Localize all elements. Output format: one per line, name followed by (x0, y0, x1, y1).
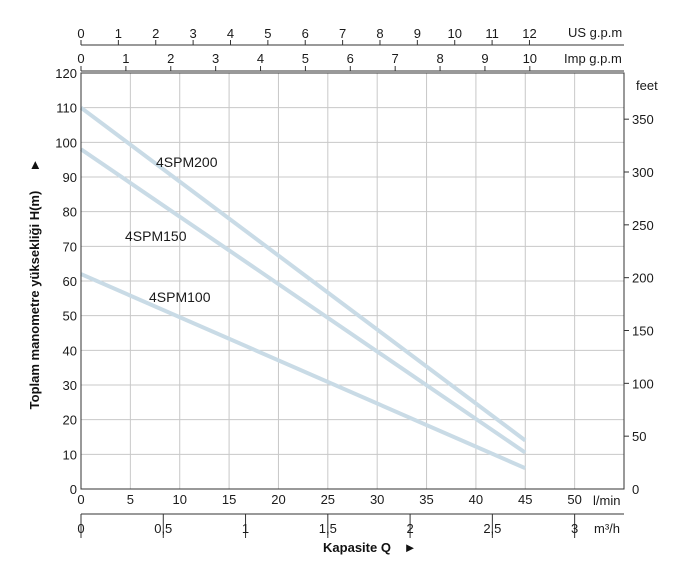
series-line-4spm100 (80, 272, 527, 471)
top-us-tick-label: 2 (152, 26, 159, 41)
x-tick-label: 15 (222, 492, 236, 507)
plot-frame (80, 72, 625, 490)
x-tick-label: 30 (370, 492, 384, 507)
top-imp-tick-label: 8 (436, 51, 443, 66)
top-us-tick-label: 8 (376, 26, 383, 41)
x-tick-label: 10 (172, 492, 186, 507)
right-tick-label: 350 (632, 112, 654, 127)
top-us-tick-label: 3 (189, 26, 196, 41)
right-tick-label: 50 (632, 429, 646, 444)
axes (80, 40, 629, 538)
right-tick-label: 0 (632, 482, 639, 497)
top-imp-tick-label: 6 (347, 51, 354, 66)
x-axis-title: Kapasite Q (323, 540, 391, 555)
bottom-m3h-tick-label: 0,5 (154, 521, 172, 536)
bottom-m3h-tick-label: 2,5 (483, 521, 501, 536)
series-label-4spm100: 4SPM100 (149, 289, 211, 305)
y-tick-label: 110 (56, 101, 77, 116)
top-us-tick-label: 6 (302, 26, 309, 41)
top-us-tick-label: 1 (115, 26, 122, 41)
y-tick-label: 70 (63, 239, 77, 254)
y-tick-label: 120 (55, 66, 77, 81)
top-imp-tick-label: 3 (212, 51, 219, 66)
x-tick-label: 50 (567, 492, 581, 507)
y-tick-label: 30 (63, 378, 77, 393)
series-line-4spm150 (79, 147, 527, 455)
top-imp-tick-label: 7 (392, 51, 399, 66)
bottom-m3h-tick-label: 1 (242, 521, 249, 536)
y-tick-label: 60 (63, 274, 77, 289)
top-us-tick-label: 11 (485, 26, 499, 41)
top-us-tick-label: 7 (339, 26, 346, 41)
bottom-m3h-tick-label: 0 (77, 521, 84, 536)
y-tick-label: 20 (63, 413, 77, 428)
y-tick-label: 90 (63, 170, 77, 185)
x-axis-arrow-icon: ► (404, 540, 417, 555)
x-tick-label: 35 (419, 492, 433, 507)
y-tick-label: 50 (63, 309, 77, 324)
y-tick-label: 0 (70, 482, 77, 497)
right-tick-label: 150 (632, 324, 654, 339)
x-tick-label: 20 (271, 492, 285, 507)
x-axis-unit-label: l/min (593, 493, 620, 508)
right-tick-label: 200 (632, 271, 654, 286)
grid (81, 72, 624, 489)
right-axis-unit-label: feet (636, 78, 658, 93)
top-imp-tick-label: 0 (77, 51, 84, 66)
y-tick-label: 40 (63, 343, 77, 358)
y-tick-label: 80 (63, 205, 77, 220)
top-imp-tick-label: 1 (122, 51, 129, 66)
top-us-tick-label: 12 (522, 26, 536, 41)
right-tick-label: 250 (632, 218, 654, 233)
series-label-4spm200: 4SPM200 (156, 154, 218, 170)
bottom-m3h-tick-label: 1,5 (319, 521, 337, 536)
top-imp-tick-label: 4 (257, 51, 264, 66)
right-tick-label: 100 (632, 376, 654, 391)
x-tick-label: 25 (321, 492, 335, 507)
top-imp-axis-unit-label: Imp g.p.m (564, 51, 622, 66)
top-us-tick-label: 0 (77, 26, 84, 41)
y-tick-label: 10 (63, 447, 77, 462)
top-imp-tick-label: 10 (523, 51, 537, 66)
bottom-m3h-tick-label: 2 (406, 521, 413, 536)
top-us-tick-label: 9 (414, 26, 421, 41)
series-line-4spm200 (79, 106, 527, 443)
y-tick-label: 100 (55, 135, 77, 150)
top-us-axis-unit-label: US g.p.m (568, 25, 622, 40)
top-imp-tick-label: 5 (302, 51, 309, 66)
x-tick-label: 5 (127, 492, 134, 507)
top-imp-tick-label: 2 (167, 51, 174, 66)
right-tick-label: 300 (632, 165, 654, 180)
bottom-m3h-axis-unit-label: m³/h (594, 521, 620, 536)
top-us-tick-label: 4 (227, 26, 234, 41)
y-axis-title: Toplam manometre yüksekliği H(m) (27, 191, 42, 410)
top-imp-tick-label: 9 (481, 51, 488, 66)
x-tick-label: 45 (518, 492, 532, 507)
top-us-tick-label: 10 (447, 26, 461, 41)
y-axis-arrow-icon: ► (27, 159, 42, 172)
top-us-tick-label: 5 (264, 26, 271, 41)
x-tick-label: 0 (77, 492, 84, 507)
x-tick-label: 40 (469, 492, 483, 507)
series-label-4spm150: 4SPM150 (125, 228, 187, 244)
series-lines (79, 106, 527, 471)
bottom-m3h-tick-label: 3 (571, 521, 578, 536)
